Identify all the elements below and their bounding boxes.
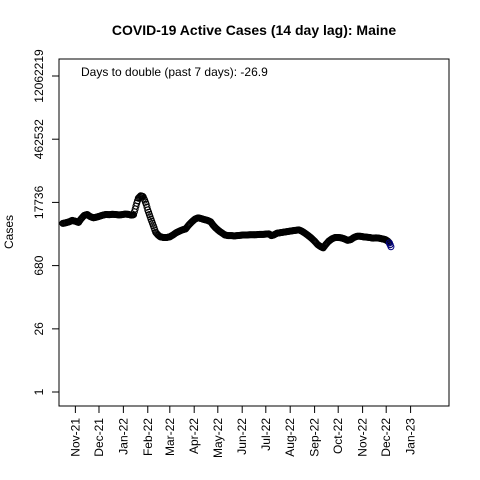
x-tick-label: Oct-22	[331, 418, 345, 454]
y-tick-label: 462532	[32, 119, 46, 159]
y-tick-label: 680	[32, 255, 46, 275]
x-tick-label: May-22	[211, 418, 225, 458]
y-axis: 1 26 680 17736 462532 12062219	[32, 49, 60, 395]
x-tick-label: Nov-21	[68, 418, 82, 457]
x-tick-label: Nov-22	[356, 418, 370, 457]
chart-title: COVID-19 Active Cases (14 day lag): Main…	[112, 22, 396, 38]
x-tick-label: Mar-22	[163, 418, 177, 456]
y-tick-label: 12062219	[32, 49, 46, 103]
x-tick-label: Dec-22	[379, 418, 393, 457]
x-axis: Nov-21 Dec-21 Jan-22 Feb-22 Mar-22 Apr-22 May-…	[68, 405, 418, 458]
x-tick-label: Feb-22	[141, 418, 155, 456]
y-tick-label: 26	[32, 322, 46, 336]
y-axis-title: Cases	[2, 215, 16, 249]
x-tick-label: Apr-22	[187, 418, 201, 454]
doubling-annotation: Days to double (past 7 days): -26.9	[81, 65, 268, 79]
data-points	[59, 192, 395, 252]
data-point	[384, 237, 392, 245]
y-tick-label: 17736	[32, 185, 46, 219]
y-tick-label: 1	[32, 388, 46, 395]
x-tick-label: Jul-22	[259, 418, 273, 451]
x-tick-label: Jun-22	[235, 418, 249, 455]
data-point	[143, 203, 151, 211]
x-tick-label: Dec-21	[92, 418, 106, 457]
x-tick-label: Aug-22	[283, 418, 297, 457]
x-tick-label: Sep-22	[308, 418, 322, 457]
x-tick-label: Jan-22	[116, 418, 130, 455]
recent-data-point	[385, 239, 393, 247]
x-tick-label: Jan-23	[404, 418, 418, 455]
